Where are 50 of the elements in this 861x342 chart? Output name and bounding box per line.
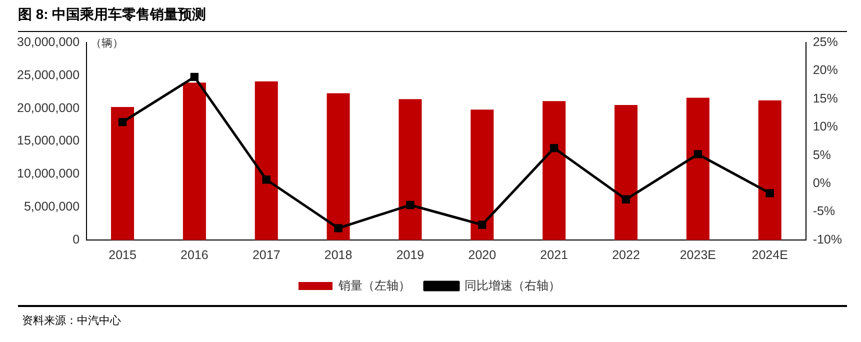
- point: [478, 220, 486, 229]
- y2-tick-label: 10%: [812, 120, 838, 134]
- point: [622, 195, 630, 204]
- x-tick-label: 2022: [612, 248, 640, 262]
- x-tick-label: 2016: [180, 248, 208, 262]
- point: [118, 118, 127, 126]
- bar: [686, 98, 710, 240]
- bar: [254, 81, 278, 240]
- y2-tick-label: 0%: [812, 176, 831, 190]
- y-tick-label: 20,000,000: [17, 100, 80, 115]
- y-tick-label: 25,000,000: [17, 68, 80, 82]
- bar: [111, 107, 134, 240]
- point: [334, 224, 342, 232]
- y2-tick-label: -5%: [812, 204, 836, 218]
- y-tick-label: 15,000,000: [17, 134, 80, 148]
- x-tick-label: 2017: [252, 248, 280, 262]
- bar: [542, 101, 566, 240]
- x-tick-label: 2018: [324, 248, 352, 262]
- point: [190, 72, 199, 81]
- point: [262, 176, 270, 184]
- x-tick-label: 2023E: [680, 248, 716, 262]
- point: [550, 144, 558, 152]
- chart-title: 图 8: 中国乘用车零售销量预测: [18, 6, 206, 24]
- bar: [182, 82, 206, 240]
- point: [766, 189, 774, 198]
- y-axis-title: （辆）: [90, 38, 124, 50]
- x-tick-label: 2020: [468, 248, 496, 262]
- x-tick-label: 2024E: [752, 248, 788, 262]
- legend-label: 同比增速（右轴）: [464, 278, 560, 292]
- x-tick-label: 2019: [396, 248, 424, 262]
- y2-tick-label: 5%: [812, 148, 831, 162]
- point: [694, 150, 702, 158]
- bar: [398, 99, 422, 240]
- y2-tick-label: 20%: [812, 63, 838, 78]
- y2-tick-label: 25%: [812, 34, 838, 49]
- y-tick-label: 5,000,000: [24, 200, 80, 214]
- x-tick-label: 2021: [540, 248, 568, 262]
- point: [406, 200, 414, 210]
- y-tick-label: 10,000,000: [17, 166, 80, 181]
- y-tick-label: 0: [72, 232, 80, 246]
- text: 资料来源：中汽中心: [22, 314, 121, 328]
- legend-label: 销量（左轴）: [338, 278, 410, 292]
- y-tick-label: 30,000,000: [17, 34, 80, 49]
- y2-tick-label: 15%: [812, 91, 838, 106]
- x-tick-label: 2015: [108, 248, 136, 262]
- bar: [470, 110, 494, 240]
- bar: [614, 105, 638, 240]
- bar: [326, 93, 350, 240]
- y2-tick-label: -10%: [812, 232, 842, 246]
- bar: [758, 100, 782, 240]
